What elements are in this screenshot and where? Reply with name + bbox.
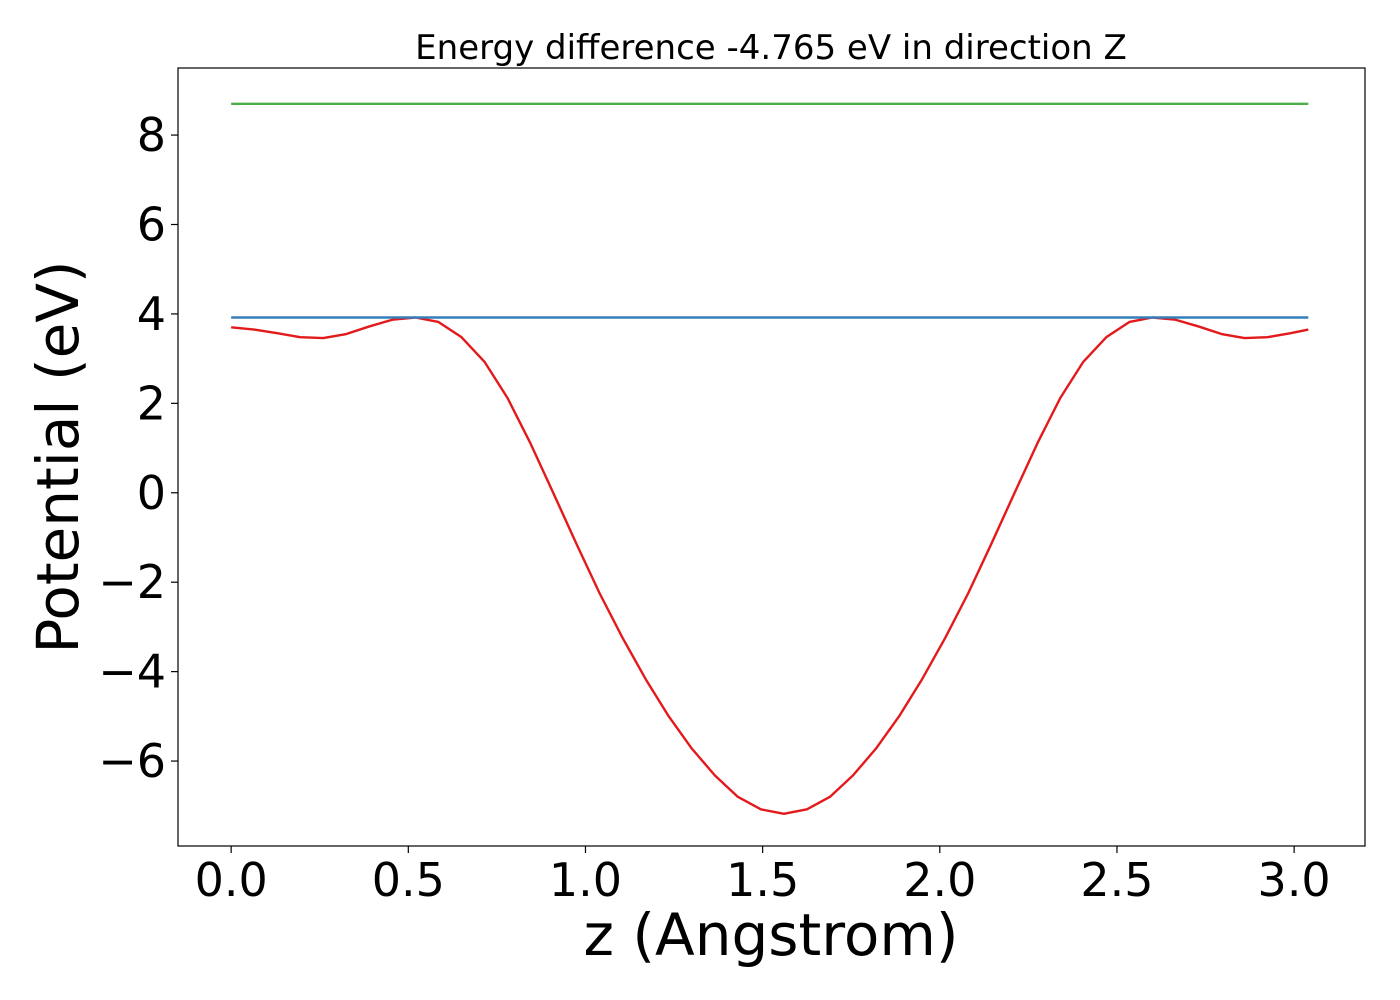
y-tick-label: 0	[137, 466, 166, 520]
chart-title: Energy difference -4.765 eV in direction…	[415, 28, 1127, 68]
x-tick-label: 3.0	[1258, 853, 1331, 907]
x-axis: 0.0 0.5 1.0 1.5 2.0 2.5 3.0	[195, 846, 1331, 907]
x-tick-label: 0.0	[195, 853, 268, 907]
y-tick-label: −2	[98, 555, 166, 609]
y-tick-label: 4	[137, 287, 166, 341]
y-axis: −6 −4 −2 0 2 4 6 8	[98, 108, 178, 788]
y-tick-label: −4	[98, 645, 166, 699]
x-tick-label: 2.5	[1080, 853, 1153, 907]
x-tick-label: 1.5	[726, 853, 799, 907]
series-line-0	[231, 316, 1309, 816]
x-tick-label: 0.5	[372, 853, 445, 907]
y-tick-label: 2	[137, 376, 166, 430]
plot-lines	[231, 102, 1309, 816]
y-axis-label: Potential (eV)	[24, 260, 92, 653]
x-tick-label: 1.0	[549, 853, 622, 907]
y-tick-label: 8	[137, 108, 166, 162]
y-tick-label: 6	[137, 197, 166, 251]
x-axis-label: z (Angstrom)	[584, 901, 959, 969]
x-tick-label: 2.0	[903, 853, 976, 907]
y-tick-label: −6	[98, 734, 166, 788]
plot-frame	[177, 67, 1366, 847]
